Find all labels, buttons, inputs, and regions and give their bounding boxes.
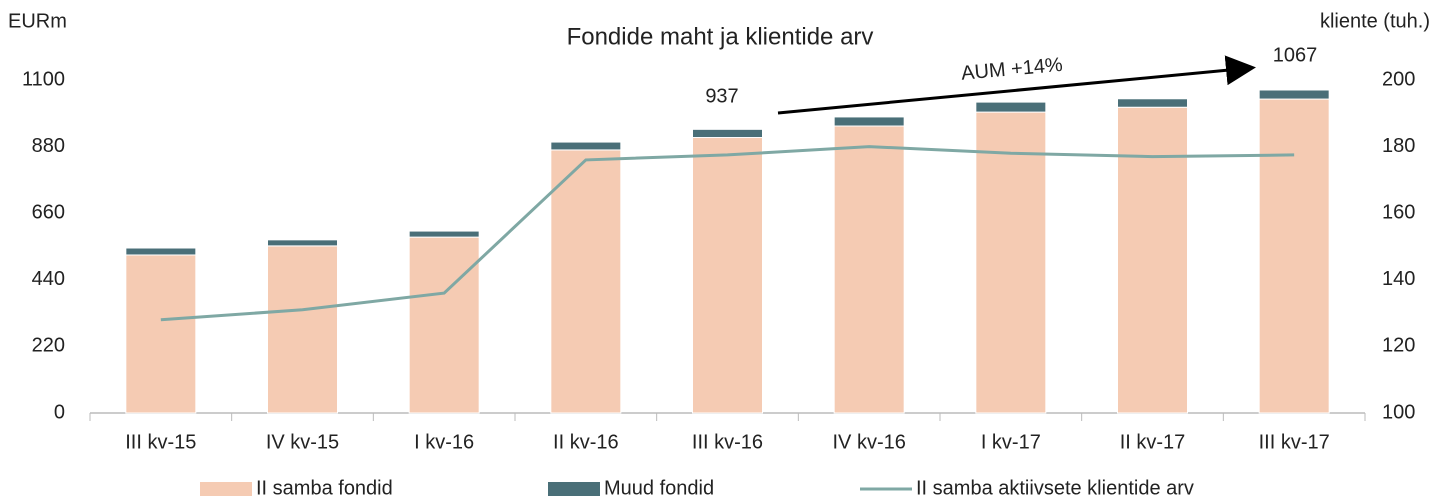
y2-tick-label: 200 [1382, 68, 1415, 90]
y-tick-label: 440 [32, 268, 65, 290]
bar-segment [1258, 89, 1330, 100]
chart-title: Fondide maht ja klientide arv [567, 23, 874, 50]
bar-segment [833, 125, 905, 414]
x-tick-label: II kv-17 [1120, 431, 1186, 453]
y-tick-label: 880 [32, 135, 65, 157]
bar-segment [550, 149, 622, 414]
legend-swatch [200, 482, 252, 496]
x-tick-label: I kv-16 [414, 431, 474, 453]
line-series [160, 145, 1295, 322]
bar-segment [408, 236, 480, 414]
x-tick-label: II kv-16 [553, 431, 619, 453]
y-tick-label: 0 [54, 401, 65, 423]
annotation: AUM +14% [960, 54, 1063, 85]
legend-label: Muud fondid [604, 477, 714, 499]
y2-tick-label: 140 [1382, 268, 1415, 290]
bar-segment [975, 101, 1047, 113]
x-tick-label: IV kv-15 [266, 431, 339, 453]
bar-segment [692, 128, 763, 139]
y2-axis-label: kliente (tuh.) [1320, 10, 1430, 32]
y2-tick-label: 120 [1382, 335, 1415, 357]
x-tick-label: I kv-17 [981, 431, 1041, 453]
y2-tick-label: 100 [1382, 401, 1415, 423]
x-tick-label: III kv-16 [692, 431, 763, 453]
legend-label: II samba fondid [256, 477, 393, 499]
legend-swatch [548, 482, 600, 496]
y-tick-label: 1100 [22, 68, 65, 90]
bar-segment [125, 254, 197, 414]
aum-arrow [777, 55, 1256, 115]
x-tick-label: III kv-17 [1259, 431, 1330, 453]
annotation: 937 [705, 85, 738, 107]
bar-segment [267, 245, 338, 414]
bar-segment [550, 141, 622, 151]
y2-tick-label: 180 [1382, 135, 1415, 157]
y-tick-label: 220 [32, 335, 65, 357]
x-tick-label: IV kv-16 [832, 431, 905, 453]
bar-segment [833, 116, 905, 127]
bar-segment [1258, 98, 1330, 414]
y2-tick-label: 160 [1382, 201, 1415, 223]
bar-segment [692, 137, 763, 414]
legend-label: II samba aktiivsete klientide arv [916, 477, 1194, 499]
bar-segment [1117, 106, 1188, 414]
y-axis-label: EURm [8, 10, 67, 32]
bar-segment [408, 230, 480, 238]
annotation: 1067 [1273, 44, 1318, 66]
bar-segment [975, 111, 1047, 414]
x-tick-label: III kv-15 [125, 431, 196, 453]
bar-segment [267, 239, 338, 247]
bar-segment [1117, 98, 1188, 108]
y-tick-label: 660 [32, 201, 65, 223]
bar-segment [125, 247, 197, 256]
